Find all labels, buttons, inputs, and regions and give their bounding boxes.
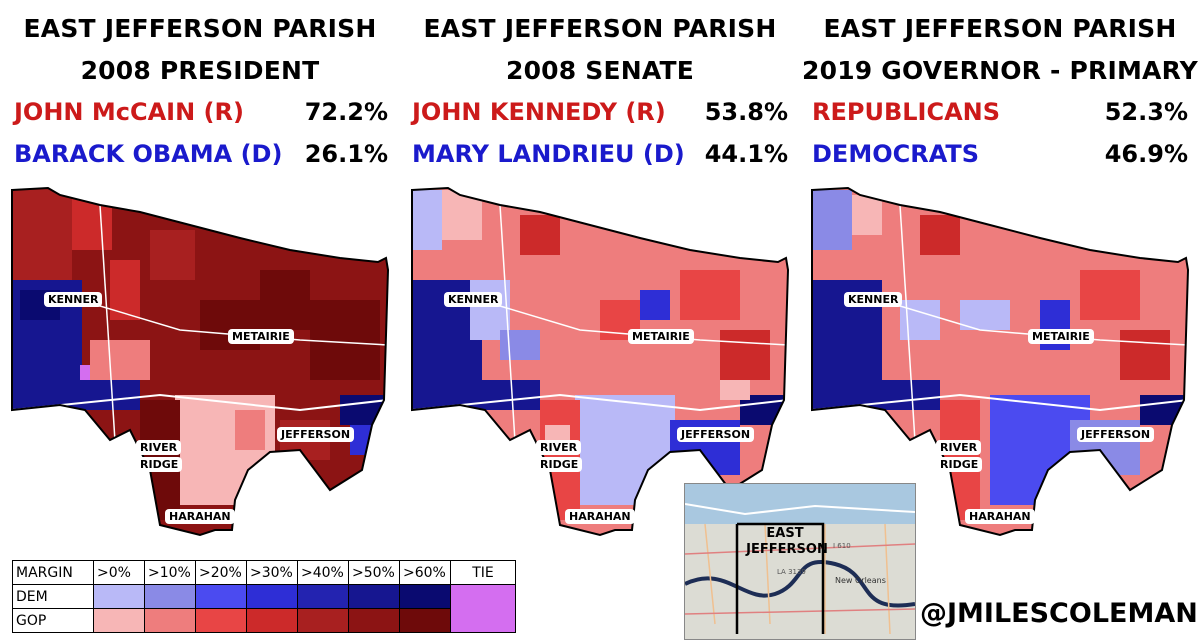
rep-percent: 53.8% <box>704 98 788 126</box>
legend-gop-swatch <box>93 608 145 633</box>
panel-president: EAST JEFFERSON PARISH 2008 PRESIDENT JOH… <box>0 0 400 643</box>
place-label-harahan: HARAHAN <box>965 509 1035 524</box>
legend-header-label: MARGIN <box>12 560 94 585</box>
legend-dem-swatch <box>195 584 247 609</box>
legend-gop-swatch <box>348 608 400 633</box>
inset-road-label: I 610 <box>833 542 851 550</box>
panel-title-line2: 2008 SENATE <box>505 56 695 85</box>
map-president <box>12 188 388 535</box>
margin-legend: MARGIN >0% >10% >20% >30% >40% >50% >60%… <box>12 560 516 633</box>
place-label-harahan: HARAHAN <box>165 509 235 524</box>
place-label-river: RIVER <box>136 440 182 455</box>
legend-dem-swatch <box>348 584 400 609</box>
place-label-metairie: METAIRIE <box>628 329 694 344</box>
place-label-jefferson: JEFFERSON <box>1077 427 1155 442</box>
place-label-ridge: RIDGE <box>536 457 583 472</box>
legend-bin: >50% <box>348 560 400 585</box>
place-label-kenner: KENNER <box>444 292 503 307</box>
legend-bin: >60% <box>399 560 451 585</box>
legend-bin: >30% <box>246 560 298 585</box>
rep-candidate: REPUBLICANS <box>812 98 1001 126</box>
rep-candidate: JOHN KENNEDY (R) <box>412 98 666 126</box>
place-label-river: RIVER <box>936 440 982 455</box>
dem-candidate: DEMOCRATS <box>812 140 980 168</box>
legend-gop-label: GOP <box>12 608 94 633</box>
locator-inset-map: EAST JEFFERSON New Orleans LA 3139 I 610 <box>684 483 916 640</box>
inset-map-graphic <box>685 484 915 639</box>
dem-percent: 46.9% <box>1104 140 1188 168</box>
dem-percent: 44.1% <box>704 140 788 168</box>
place-label-ridge: RIDGE <box>136 457 183 472</box>
place-label-jefferson: JEFFERSON <box>677 427 755 442</box>
place-label-jefferson: JEFFERSON <box>277 427 355 442</box>
legend-gop-swatch <box>195 608 247 633</box>
legend-dem-swatch <box>246 584 298 609</box>
panel-title-line2: 2019 GOVERNOR - PRIMARY <box>802 56 1198 85</box>
rep-candidate: JOHN McCAIN (R) <box>14 98 244 126</box>
dem-candidate: MARY LANDRIEU (D) <box>412 140 685 168</box>
legend-dem-swatch <box>144 584 196 609</box>
legend-bin: >0% <box>93 560 145 585</box>
panel-governor: EAST JEFFERSON PARISH 2019 GOVERNOR - PR… <box>800 0 1200 643</box>
legend-tie-swatch <box>450 584 516 633</box>
inset-label-line1: EAST <box>766 526 804 541</box>
place-label-ridge: RIDGE <box>936 457 983 472</box>
legend-tie-label: TIE <box>450 560 516 585</box>
legend-gop-swatch <box>297 608 349 633</box>
place-label-kenner: KENNER <box>44 292 103 307</box>
legend-gop-swatch <box>144 608 196 633</box>
panel-title-line1: EAST JEFFERSON PARISH <box>423 14 777 43</box>
place-label-harahan: HARAHAN <box>565 509 635 524</box>
place-label-metairie: METAIRIE <box>228 329 294 344</box>
legend-dem-swatch <box>399 584 451 609</box>
panel-title-line2: 2008 PRESIDENT <box>80 56 320 85</box>
inset-road-label: LA 3139 <box>777 568 806 576</box>
rep-percent: 52.3% <box>1104 98 1188 126</box>
place-label-river: RIVER <box>536 440 582 455</box>
dem-percent: 26.1% <box>304 140 388 168</box>
legend-bin: >10% <box>144 560 196 585</box>
legend-gop-swatch <box>399 608 451 633</box>
place-label-kenner: KENNER <box>844 292 903 307</box>
legend-gop-swatch <box>246 608 298 633</box>
legend-dem-swatch <box>297 584 349 609</box>
legend-bin: >20% <box>195 560 247 585</box>
inset-label-line2: JEFFERSON <box>746 542 828 557</box>
legend-dem-swatch <box>93 584 145 609</box>
inset-city-label: New Orleans <box>835 576 886 585</box>
panel-senate: EAST JEFFERSON PARISH 2008 SENATE JOHN K… <box>400 0 800 643</box>
rep-percent: 72.2% <box>304 98 388 126</box>
legend-bin: >40% <box>297 560 349 585</box>
place-label-metairie: METAIRIE <box>1028 329 1094 344</box>
author-credit: @JMILESCOLEMAN <box>920 598 1198 629</box>
panel-title-line1: EAST JEFFERSON PARISH <box>23 14 377 43</box>
panel-title-line1: EAST JEFFERSON PARISH <box>823 14 1177 43</box>
legend-dem-label: DEM <box>12 584 94 609</box>
dem-candidate: BARACK OBAMA (D) <box>14 140 283 168</box>
